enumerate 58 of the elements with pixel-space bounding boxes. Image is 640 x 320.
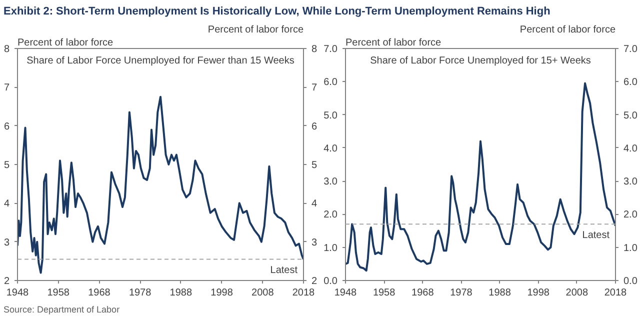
text: Share of Labor Force Unemployed for Fewer than 15 Weeks (26, 56, 294, 66)
y2-tick-label: 4.0 (624, 143, 638, 154)
y-tick-label: 2.0 (324, 210, 338, 221)
x-tick-label: 2008 (566, 288, 588, 298)
y-tick-label: 8 (4, 44, 10, 55)
x-tick-label: 2018 (292, 288, 316, 298)
y-tick-label: 6 (4, 121, 10, 132)
x-tick-label: 2008 (252, 288, 274, 298)
y2-tick-label: 2 (312, 276, 318, 287)
y-tick-label: 4.0 (324, 143, 338, 154)
y2-tick-label: 7.0 (624, 44, 638, 55)
x-tick-label: 1988 (170, 288, 192, 298)
y-tick-label: 0.0 (324, 276, 338, 287)
y2-tick-label: 0.0 (624, 276, 638, 287)
y-tick-label: 5 (4, 160, 10, 171)
ref-line-label: Latest (582, 230, 610, 242)
x-tick-label: 2018 (604, 288, 628, 298)
y2-tick-label: 2.0 (624, 210, 638, 221)
line-series (18, 96, 304, 274)
x-tick-label: 1948 (334, 288, 358, 298)
source-note: Source: Department of Labor (4, 304, 120, 314)
y-tick-label: 1.0 (324, 242, 338, 254)
x-tick-label: 1998 (527, 288, 550, 298)
line-series (346, 82, 616, 272)
y2-tick-label: 6 (312, 121, 318, 132)
y-tick-label: 3 (4, 237, 10, 248)
y2-tick-label: 1.0 (624, 242, 638, 254)
y2-tick-label: 3.0 (624, 176, 638, 188)
y2-axis-title: Percent of labor force (520, 24, 616, 36)
x-tick-label: 1978 (128, 288, 152, 298)
y2-tick-label: 8 (312, 44, 318, 55)
x-tick-label: 1948 (6, 288, 30, 298)
y-axis-title: Percent of labor force (346, 38, 442, 48)
ref-line-label: Latest (270, 265, 298, 276)
y-tick-label: 3.0 (324, 176, 338, 188)
y-tick-label: 5.0 (324, 110, 338, 122)
x-tick-label: 1978 (450, 288, 473, 298)
text: Share of Labor Force Unemployed for 15+ Weeks (370, 56, 591, 66)
y2-tick-label: 3 (312, 237, 318, 248)
y-tick-label: 6.0 (324, 77, 338, 88)
x-tick-label: 1988 (488, 288, 512, 298)
y2-tick-label: 5.0 (624, 110, 638, 122)
chart-title: Exhibit 2: Short-Term Unemployment Is Historically Low, While Long-Term Unemployment Remains High (4, 6, 551, 18)
y2-tick-label: 4 (312, 198, 318, 210)
x-tick-label: 1958 (372, 288, 396, 298)
y2-tick-label: 6.0 (624, 77, 638, 88)
y2-axis-title: Percent of labor force (208, 24, 304, 36)
y-tick-label: 7 (4, 82, 10, 94)
x-tick-label: 1968 (412, 288, 434, 298)
y2-tick-label: 5 (312, 160, 318, 171)
x-tick-label: 1968 (88, 288, 111, 298)
x-tick-label: 1998 (210, 288, 234, 298)
y-axis-title: Percent of labor force (18, 38, 114, 48)
y2-tick-label: 7 (312, 82, 318, 94)
x-tick-label: 1958 (47, 288, 70, 298)
y-tick-label: 4 (4, 198, 10, 210)
y-tick-label: 2 (4, 276, 10, 287)
y-tick-label: 7.0 (324, 44, 338, 55)
